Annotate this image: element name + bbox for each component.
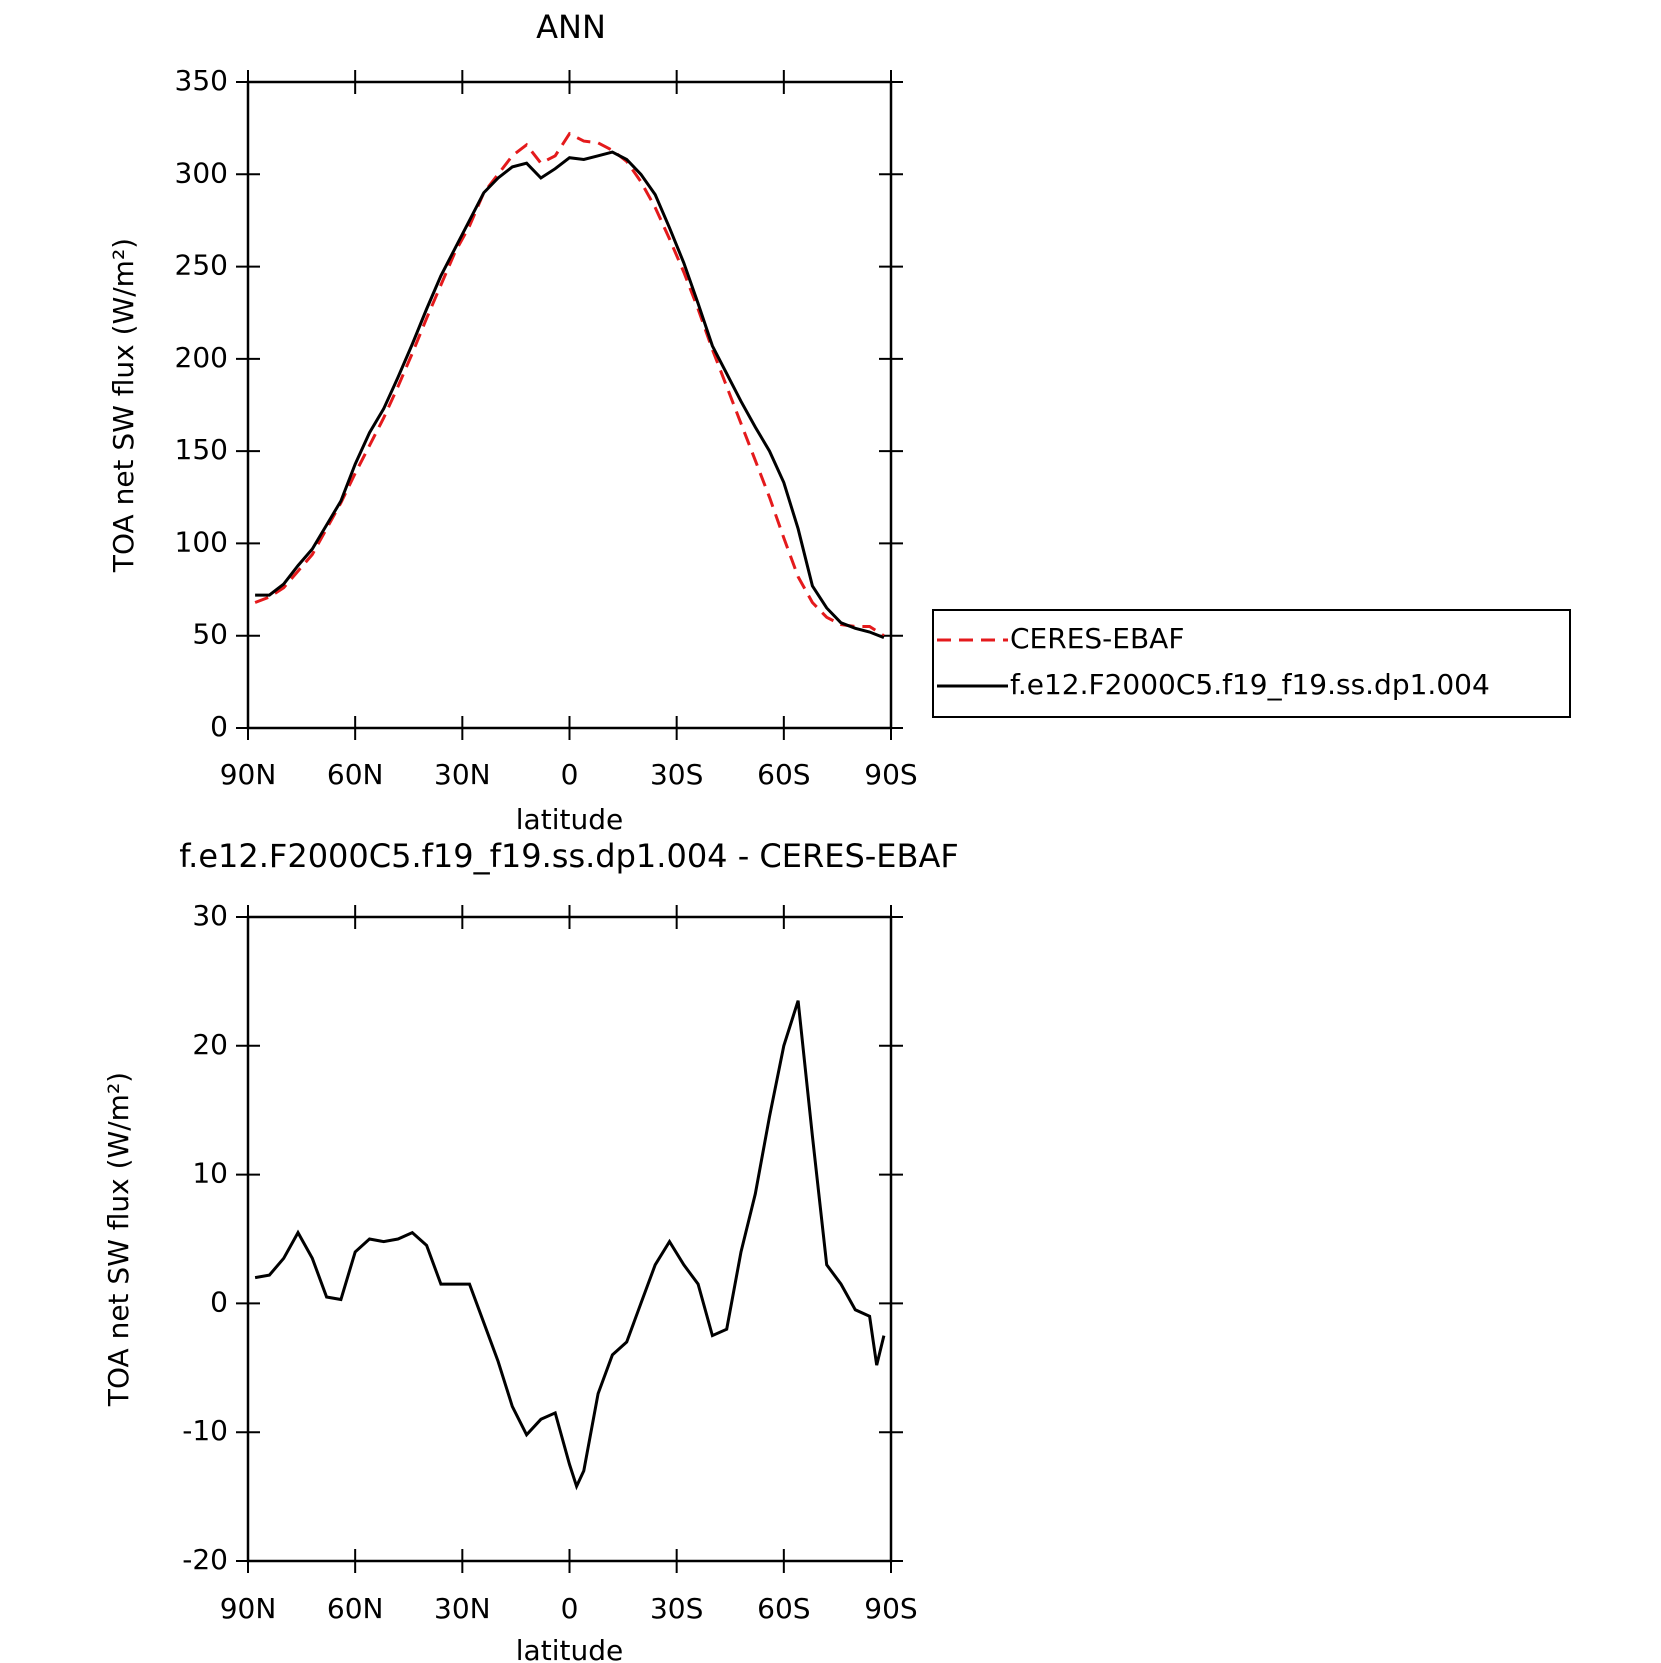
y-tick-label: 200: [175, 341, 228, 374]
legend-label: f.e12.F2000C5.f19_f19.ss.dp1.004: [1010, 668, 1490, 701]
x-tick-label: 0: [561, 1592, 579, 1625]
x-tick-label: 90S: [864, 758, 917, 791]
data-line: [254, 1000, 886, 1491]
y-tick-label: 50: [192, 618, 228, 651]
data-line: [254, 131, 885, 637]
x-tick-label: 30S: [650, 758, 703, 791]
x-tick-label: 30S: [650, 1592, 703, 1625]
y-tick-label: -20: [182, 1543, 228, 1576]
data-line: [255, 150, 885, 639]
y-tick-label: 250: [175, 249, 228, 282]
y-tick-label: -10: [182, 1414, 228, 1447]
y-tick-label: 0: [210, 710, 228, 743]
x-tick-label: 90N: [220, 758, 277, 791]
y-tick-label: 30: [192, 899, 228, 932]
y-tick-label: 100: [175, 525, 228, 558]
x-tick-label: 60S: [757, 1592, 810, 1625]
legend-box: [932, 609, 1571, 718]
x-axis-label: latitude: [516, 803, 623, 836]
y-tick-label: 20: [192, 1028, 228, 1061]
chart-title: f.e12.F2000C5.f19_f19.ss.dp1.004 - CERES…: [179, 837, 959, 875]
y-tick-label: 350: [175, 64, 228, 97]
y-tick-label: 10: [192, 1157, 228, 1190]
y-axis-label: TOA net SW flux (W/m²): [102, 1072, 135, 1407]
x-tick-label: 60S: [757, 758, 810, 791]
plot-frame: [246, 80, 893, 730]
x-tick-label: 30N: [434, 758, 491, 791]
x-tick-label: 30N: [434, 1592, 491, 1625]
x-tick-label: 0: [561, 758, 579, 791]
legend-label: CERES-EBAF: [1010, 622, 1184, 655]
y-tick-label: 300: [175, 156, 228, 189]
x-tick-label: 90N: [220, 1592, 277, 1625]
x-tick-label: 60N: [327, 758, 384, 791]
x-axis-label: latitude: [516, 1634, 623, 1663]
x-tick-label: 60N: [327, 1592, 384, 1625]
chart-title: ANN: [536, 8, 606, 46]
y-tick-label: 150: [175, 433, 228, 466]
y-axis-label: TOA net SW flux (W/m²): [107, 238, 140, 573]
x-tick-label: 90S: [864, 1592, 917, 1625]
y-tick-label: 0: [210, 1285, 228, 1318]
